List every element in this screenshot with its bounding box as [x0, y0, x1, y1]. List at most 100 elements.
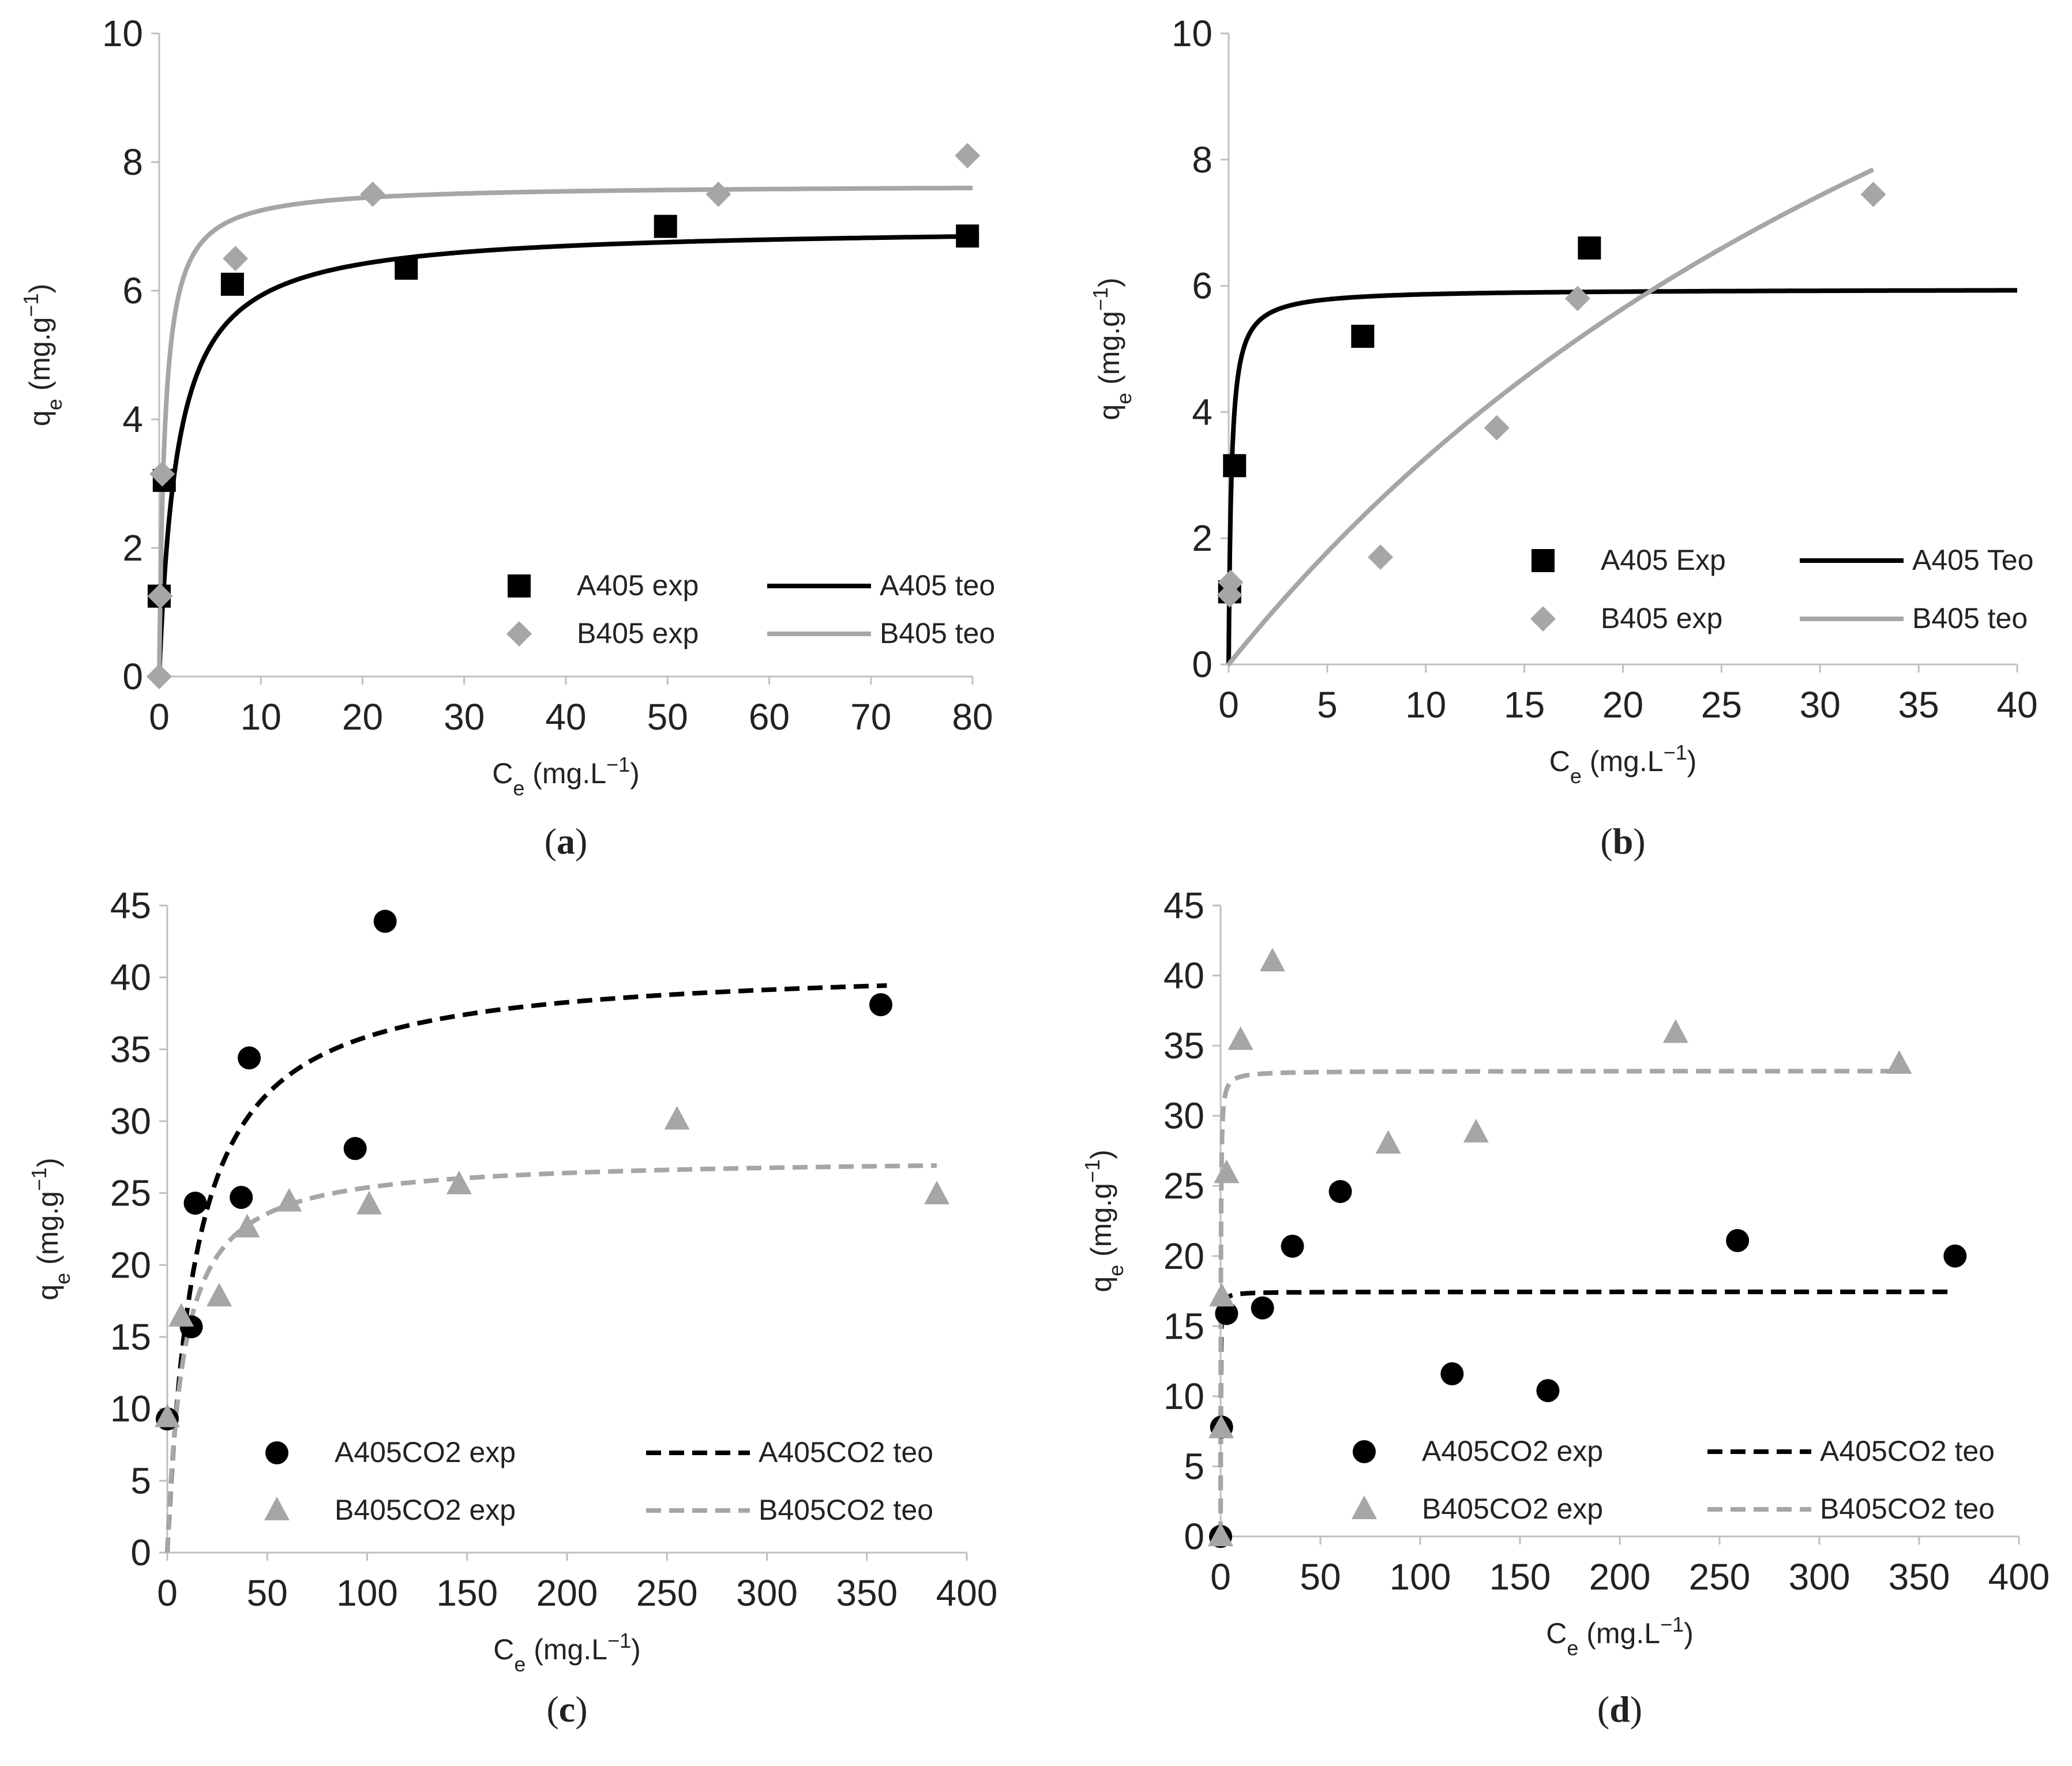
- panel-a-x-tick-label: 30: [444, 696, 485, 738]
- panel-b-x-tick-label: 10: [1405, 684, 1446, 726]
- panel-a: 0 10 20 30 40 50 60 70 80 0 2 4 6 8 10 Ce (mg.L−1) qe (m…: [19, 13, 996, 862]
- panel-a-x-tick-label: 80: [952, 696, 993, 738]
- panel-d-y-tick-label: 10: [1163, 1376, 1204, 1417]
- panel-d-curve-b405co2-teo: [1218, 1069, 1900, 1536]
- panel-b-x-tick-label: 25: [1701, 684, 1742, 726]
- panel-a-legend-label: A405 teo: [880, 569, 995, 602]
- panel-c-curve-b405co2-teo: [165, 1163, 937, 1555]
- panel-a-x-tick-label: 0: [149, 696, 170, 738]
- panel-c-y-axis-title: qe (mg.g−1): [27, 1158, 74, 1300]
- panel-b-point-b405-exp: [1218, 569, 1244, 595]
- panel-c-point-b405co2-exp: [446, 1170, 472, 1194]
- panel-d-point-b405co2-exp: [1463, 1118, 1489, 1143]
- panel-d-curve-a405co2-teo: [1218, 1289, 1955, 1537]
- panel-c-y-tick-label: 0: [130, 1532, 151, 1573]
- panel-b-y-tick-label: 0: [1192, 644, 1213, 685]
- panel-d-label: (d): [1597, 1689, 1642, 1730]
- panel-d-point-a405co2-exp: [1251, 1296, 1274, 1320]
- panel-d-legend-label: A405CO2 exp: [1422, 1435, 1603, 1467]
- panel-b-legend-label: B405 teo: [1912, 602, 2028, 634]
- panel-b-point-b405-exp: [1217, 582, 1243, 608]
- panel-a-x-tick-label: 20: [342, 696, 383, 738]
- panel-a-curve-a405-teo: [157, 234, 973, 679]
- panel-c-point-b405co2-exp: [276, 1188, 302, 1212]
- panel-c-y-tick-label: 10: [110, 1388, 151, 1430]
- panel-d-y-tick-label: 35: [1163, 1025, 1204, 1066]
- panel-a-x-tick-label: 40: [545, 696, 586, 738]
- panel-c-x-tick-label: 350: [836, 1572, 898, 1614]
- panel-b-legend-label: A405 Teo: [1912, 544, 2033, 576]
- panel-c-x-tick-label: 250: [636, 1572, 698, 1614]
- panel-d-point-b405co2-exp: [1208, 1414, 1234, 1438]
- panel-d-point-b405co2-exp: [1208, 1523, 1233, 1546]
- panel-d-x-tick-label: 50: [1300, 1556, 1341, 1598]
- panel-c-y-tick-label: 40: [110, 957, 151, 998]
- panel-b-point-b405-exp: [1564, 285, 1590, 311]
- panel-c-legend-label: B405CO2 teo: [759, 1494, 933, 1526]
- panel-d-x-tick-label: 250: [1689, 1556, 1751, 1598]
- panel-c: 0 50 100 150 200 250 300 350 400 0 5 10 15 20 25 30 35 40…: [27, 885, 998, 1730]
- panel-b: 0 5 10 15 20 25 30 35 40 0 2 4 6 8 10 Ce (mg.L−1) qe (mg…: [1088, 13, 2038, 862]
- panel-a-x-tick-label: 60: [749, 696, 790, 738]
- panel-d-y-tick-label: 20: [1163, 1235, 1204, 1277]
- panel-d-point-a405co2-exp: [1281, 1234, 1304, 1258]
- panel-b-x-tick-label: 30: [1800, 684, 1841, 726]
- panel-b-point-b405-exp: [1484, 415, 1510, 441]
- panel-a-legend-marker: [508, 574, 531, 598]
- panel-b-point-b405-exp: [1368, 544, 1394, 570]
- panel-a-y-tick-label: 2: [122, 527, 143, 569]
- panel-a-point-a405-exp: [220, 272, 244, 296]
- panel-d-x-tick-label: 150: [1489, 1556, 1551, 1598]
- panel-a-point-b405-exp: [147, 664, 172, 689]
- panel-b-x-tick-label: 5: [1317, 684, 1338, 726]
- panel-c-point-a405co2-exp: [238, 1046, 261, 1070]
- panel-c-x-tick-label: 300: [736, 1572, 798, 1614]
- panel-d-legend-label: B405CO2 teo: [1820, 1493, 1995, 1525]
- panel-c-point-b405co2-exp: [356, 1190, 382, 1215]
- panel-d-legend-label: B405CO2 exp: [1422, 1493, 1603, 1525]
- panel-c-point-a405co2-exp: [869, 993, 893, 1017]
- panel-c-point-b405co2-exp: [664, 1106, 690, 1130]
- panel-a-y-axis-title: qe (mg.g−1): [19, 284, 66, 426]
- panel-a-x-tick-label: 50: [647, 696, 688, 738]
- panel-d-x-axis-title: Ce (mg.L−1): [1546, 1613, 1694, 1660]
- panel-a-point-b405-exp: [147, 583, 173, 609]
- panel-c-legend-label: A405CO2 teo: [759, 1436, 933, 1468]
- panel-a-point-a405-exp: [654, 215, 677, 238]
- panel-c-x-tick-label: 150: [436, 1572, 498, 1614]
- panel-b-y-tick-label: 6: [1192, 265, 1213, 307]
- panel-b-y-tick-label: 8: [1192, 139, 1213, 181]
- panel-c-y-tick-label: 15: [110, 1316, 151, 1358]
- panel-a-y-tick-label: 8: [122, 141, 143, 183]
- panel-d-x-tick-label: 200: [1589, 1556, 1651, 1598]
- panel-c-x-tick-label: 100: [336, 1572, 398, 1614]
- panel-a-x-tick-label: 10: [241, 696, 281, 738]
- panel-d-y-tick-label: 15: [1163, 1305, 1204, 1347]
- panel-a-point-b405-exp: [149, 461, 175, 487]
- panel-b-x-tick-label: 0: [1218, 684, 1239, 726]
- panel-a-legend-label: A405 exp: [577, 569, 699, 602]
- panel-d-legend-marker: [1353, 1440, 1376, 1463]
- panel-a-x-tick-label: 70: [850, 696, 891, 738]
- panel-a-x-axis-title: Ce (mg.L−1): [492, 753, 640, 800]
- panel-c-legend-marker: [264, 1497, 290, 1520]
- panel-c-y-tick-label: 35: [110, 1028, 151, 1070]
- panel-c-label: (c): [546, 1689, 587, 1730]
- panel-c-legend-label: A405CO2 exp: [335, 1436, 516, 1468]
- panel-b-point-b405-exp: [1860, 181, 1886, 207]
- panel-d-x-tick-label: 350: [1889, 1556, 1950, 1598]
- panel-a-point-a405-exp: [956, 224, 979, 248]
- panel-a-point-b405-exp: [223, 246, 249, 272]
- panel-c-point-a405co2-exp: [230, 1186, 253, 1209]
- panel-d-y-tick-label: 45: [1163, 885, 1204, 926]
- panel-d-y-tick-label: 0: [1184, 1516, 1204, 1557]
- panel-a-legend-marker: [506, 621, 532, 647]
- panel-d: 0 50 100 150 200 250 300 350 400 0 5 10 15 20 25 30 35 40…: [1080, 885, 2050, 1730]
- panel-a-y-tick-label: 10: [102, 13, 143, 54]
- panel-b-x-tick-label: 15: [1504, 684, 1545, 726]
- panel-b-curve-a405-teo: [1226, 288, 2017, 667]
- panel-c-point-a405co2-exp: [183, 1192, 207, 1215]
- panel-c-x-axis-title: Ce (mg.L−1): [493, 1629, 641, 1676]
- panel-d-legend-marker: [1352, 1496, 1377, 1519]
